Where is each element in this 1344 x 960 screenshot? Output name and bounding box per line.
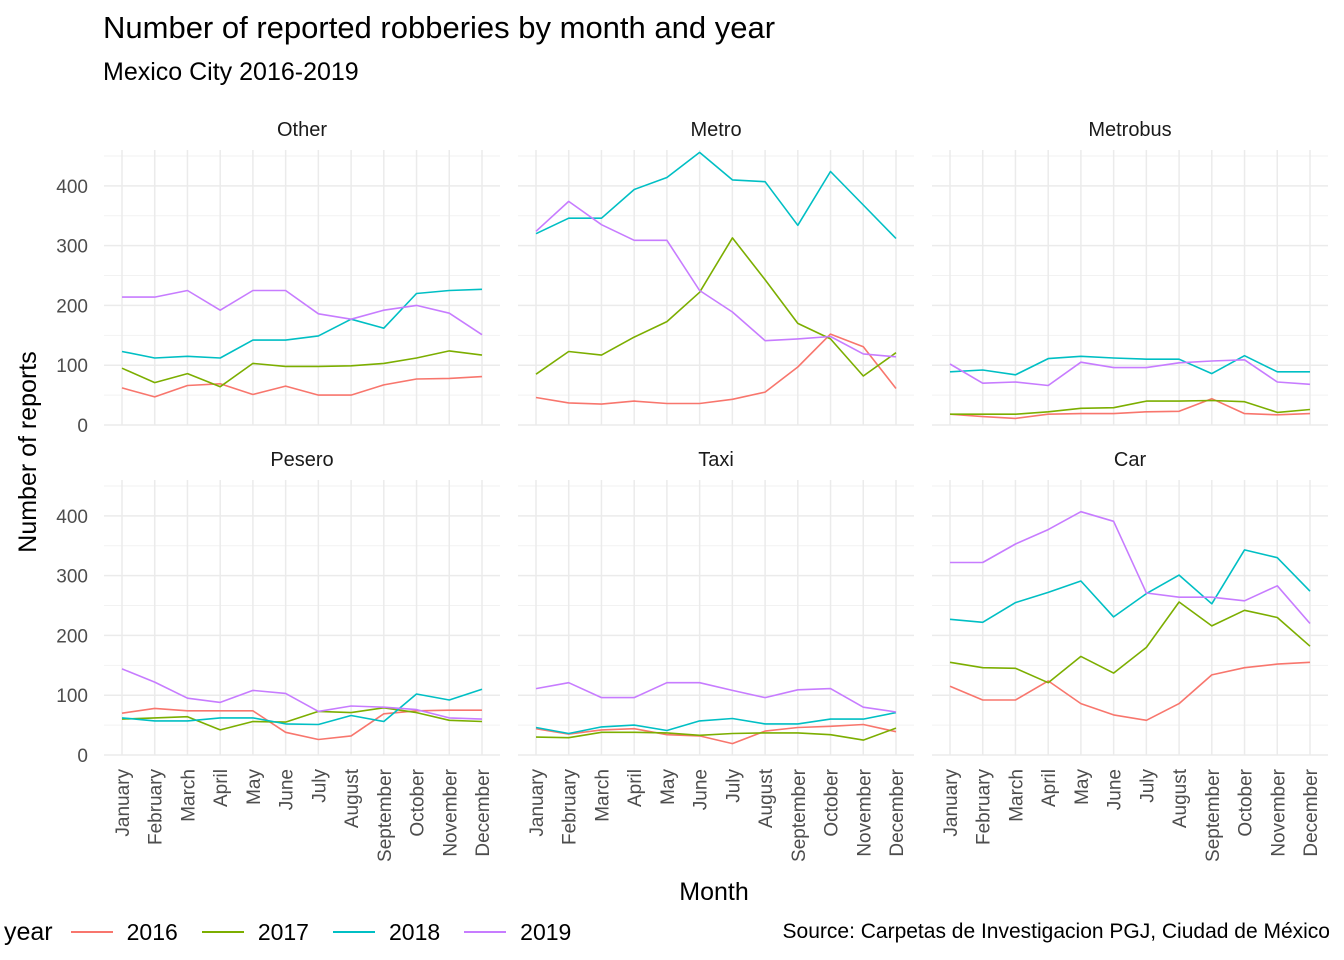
x-tick-label: January: [527, 769, 548, 837]
facet-label-metro: Metro: [690, 119, 741, 141]
legend-item-2018: 2018: [332, 918, 441, 946]
x-tick-label: January: [113, 769, 134, 837]
legend-key-line: [332, 931, 375, 933]
legend-title: year: [4, 917, 53, 946]
x-tick-label: April: [211, 769, 232, 807]
legend-label: 2018: [388, 918, 441, 945]
legend-label: 2016: [126, 918, 178, 945]
x-tick-label: January: [941, 769, 962, 837]
series-line-pesero-2019: [121, 668, 483, 720]
series-line-pesero-2018: [121, 688, 483, 726]
y-tick-label: 300: [56, 567, 88, 588]
facet-label-metrobus: Metrobus: [1088, 119, 1171, 141]
x-tick-label: August: [756, 768, 777, 828]
x-tick-label: February: [146, 769, 167, 846]
x-tick-label: April: [625, 769, 646, 807]
y-tick-label: 400: [56, 177, 88, 198]
x-tick-label: June: [1105, 769, 1126, 810]
y-tick-label: 200: [56, 626, 88, 647]
x-tick-label: October: [822, 768, 843, 836]
series-line-metro-2018: [535, 151, 897, 240]
x-tick-label: May: [244, 769, 265, 805]
series-line-other-2017: [121, 350, 483, 388]
series-line-other-2016: [121, 375, 483, 398]
series-line-taxi-2016: [535, 723, 897, 745]
legend-key-line: [464, 931, 507, 933]
series-line-metro-2016: [535, 333, 897, 405]
legend-key-line: [201, 931, 244, 933]
x-tick-label: May: [658, 769, 679, 805]
x-tick-label: July: [309, 769, 330, 803]
x-tick-label: March: [178, 769, 199, 822]
series-line-taxi-2017: [535, 727, 897, 741]
facet-label-car: Car: [1114, 449, 1147, 471]
x-tick-label: August: [1170, 768, 1191, 828]
x-tick-label: November: [1268, 768, 1289, 856]
x-axis-title: Month: [679, 878, 748, 906]
series-line-car-2018: [949, 549, 1311, 624]
x-tick-label: September: [375, 768, 396, 862]
y-axis-title: Number of reports: [14, 351, 42, 552]
legend: year 2016 2017 2018 2019: [4, 912, 595, 952]
x-tick-label: November: [440, 768, 461, 856]
legend-item-2017: 2017: [201, 918, 309, 946]
legend-key-line: [70, 931, 113, 933]
y-tick-label: 0: [77, 416, 88, 437]
facet-label-taxi: Taxi: [698, 449, 734, 471]
x-tick-label: November: [854, 768, 875, 856]
x-tick-label: May: [1072, 769, 1093, 805]
series-line-taxi-2019: [535, 681, 897, 713]
x-tick-label: October: [408, 768, 429, 836]
x-tick-label: March: [1006, 769, 1027, 822]
x-tick-label: March: [592, 769, 613, 822]
chart-title: Number of reported robberies by month an…: [103, 10, 776, 45]
legend-item-2016: 2016: [70, 918, 178, 946]
chart-subtitle: Mexico City 2016-2019: [103, 58, 359, 86]
legend-label: 2017: [257, 918, 309, 945]
x-tick-label: February: [974, 769, 995, 846]
x-tick-label: September: [789, 768, 810, 862]
series-line-metrobus-2019: [949, 358, 1311, 387]
x-tick-label: December: [1301, 768, 1322, 856]
series-line-metro-2019: [535, 200, 897, 358]
x-tick-label: July: [723, 769, 744, 803]
series-line-other-2019: [122, 289, 483, 336]
series-line-metrobus-2016: [949, 397, 1311, 420]
series-line-other-2018: [121, 288, 483, 359]
series-line-car-2017: [949, 601, 1311, 684]
x-tick-label: June: [691, 769, 712, 810]
x-tick-label: February: [560, 769, 581, 846]
y-tick-label: 100: [56, 686, 88, 707]
facet-label-other: Other: [277, 119, 327, 141]
x-tick-label: July: [1137, 769, 1158, 803]
y-tick-label: 400: [56, 507, 88, 528]
legend-label: 2019: [520, 918, 572, 945]
series-line-car-2019: [950, 510, 1311, 625]
series-line-metro-2017: [535, 237, 897, 377]
x-tick-label: December: [887, 768, 908, 856]
y-tick-label: 0: [77, 746, 88, 767]
chart-caption: Source: Carpetas de Investigacion PGJ, C…: [782, 920, 1330, 943]
series-line-metrobus-2017: [950, 399, 1311, 416]
y-tick-label: 100: [56, 356, 88, 377]
x-tick-label: September: [1203, 768, 1224, 862]
series-line-metrobus-2018: [949, 354, 1310, 376]
y-tick-label: 300: [56, 237, 88, 258]
series-line-car-2016: [949, 661, 1311, 722]
x-tick-label: October: [1236, 768, 1257, 836]
legend-item-2019: 2019: [464, 919, 571, 946]
x-tick-label: April: [1039, 769, 1060, 807]
y-tick-label: 200: [56, 296, 88, 317]
series-line-pesero-2017: [121, 706, 483, 731]
series-line-taxi-2018: [535, 711, 897, 735]
facet-label-pesero: Pesero: [270, 449, 333, 471]
x-tick-label: June: [277, 769, 298, 810]
x-tick-label: August: [342, 768, 363, 828]
x-tick-label: December: [473, 768, 494, 856]
